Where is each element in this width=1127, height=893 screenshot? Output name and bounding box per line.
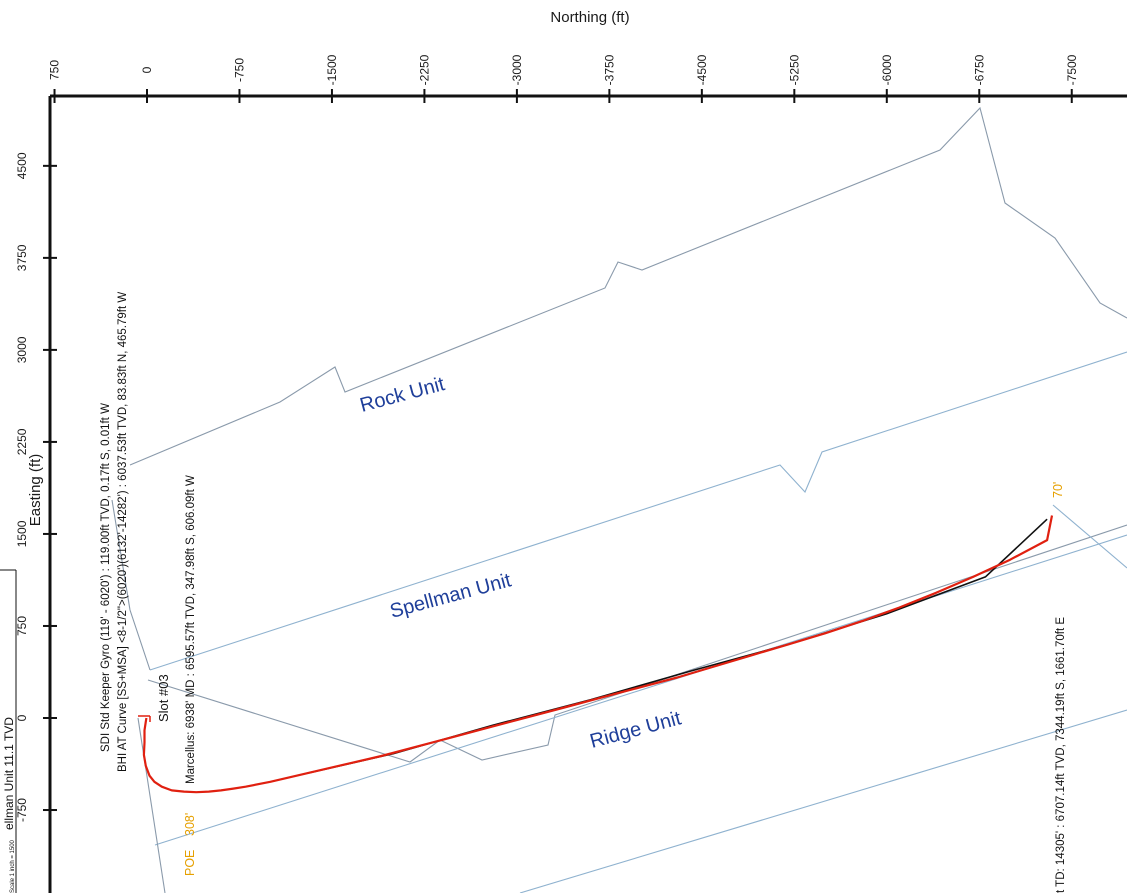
- formation-outlines: [111, 106, 1127, 893]
- marcellus-annotation: Marcellus: 6938' MD : 6595.57ft TVD, 347…: [185, 475, 197, 784]
- y-tick-label: 3750: [15, 244, 29, 271]
- x-tick-label: -750: [232, 58, 246, 82]
- td-block-edge: [1052, 504, 1127, 569]
- x-tick-label: 750: [48, 60, 62, 80]
- scale-note: Scale 1 inch = 1500: [10, 839, 16, 893]
- x-axis-title: Northing (ft): [550, 9, 629, 26]
- actual-well-path-line: [142, 515, 1054, 794]
- y-tick-label: 0: [15, 714, 29, 721]
- bhi-curve-annotation: BHI AT Curve [SS+MSA] <8-1/2">(6020')(61…: [117, 292, 129, 772]
- slot-label: Slot #03: [156, 674, 171, 722]
- y-tick-label: 1500: [15, 520, 29, 547]
- poe-md-label: 308': [183, 813, 197, 836]
- lower-left-edge: [137, 717, 166, 893]
- y-tick-label: 2250: [15, 428, 29, 455]
- x-tick-label: -2250: [417, 54, 431, 85]
- x-axis-ticks: 750 0 -750 -1500 -2250 -3000 -3750 -4500 -5250 -6…: [48, 54, 1079, 103]
- spellman-unit-left-edge: [111, 499, 151, 671]
- td-annotation: t TD: 14305' : 6707.14ft TVD, 7344.19ft …: [1055, 617, 1067, 893]
- legend-title-partial: ellman Unit 11.1 TVD: [2, 717, 16, 830]
- td-md-label: 70': [1051, 482, 1065, 498]
- x-tick-label: -1500: [325, 54, 339, 85]
- x-tick-label: -6750: [972, 54, 986, 85]
- x-tick-label: 0: [140, 66, 154, 73]
- x-tick-label: -3750: [602, 54, 616, 85]
- ridge-unit-upper-boundary: [147, 524, 1127, 763]
- y-axis-ticks: 4500 3750 3000 2250 1500 750 0 -750: [15, 152, 57, 822]
- y-tick-label: 3000: [15, 336, 29, 363]
- rock-unit-boundary: [129, 106, 1127, 466]
- y-tick-label: 750: [15, 616, 29, 636]
- well-path-series: [138, 515, 1054, 794]
- x-tick-label: -5250: [787, 54, 801, 85]
- lower-unit-boundary: [519, 709, 1127, 893]
- ridge-unit-lower-boundary: [154, 534, 1127, 846]
- y-axis-title: Easting (ft): [27, 454, 44, 527]
- x-tick-label: -7500: [1065, 54, 1079, 85]
- gyro-survey-annotation: SDI Std Keeper Gyro (119' - 6020') : 119…: [100, 403, 112, 752]
- x-tick-label: -3000: [510, 54, 524, 85]
- x-tick-label: -4500: [695, 54, 709, 85]
- poe-label: POE: [183, 850, 197, 876]
- spellman-unit-upper-boundary: [149, 351, 1127, 671]
- x-tick-label: -6000: [880, 54, 894, 85]
- y-tick-label: 4500: [15, 152, 29, 179]
- y-tick-label: -750: [15, 798, 29, 822]
